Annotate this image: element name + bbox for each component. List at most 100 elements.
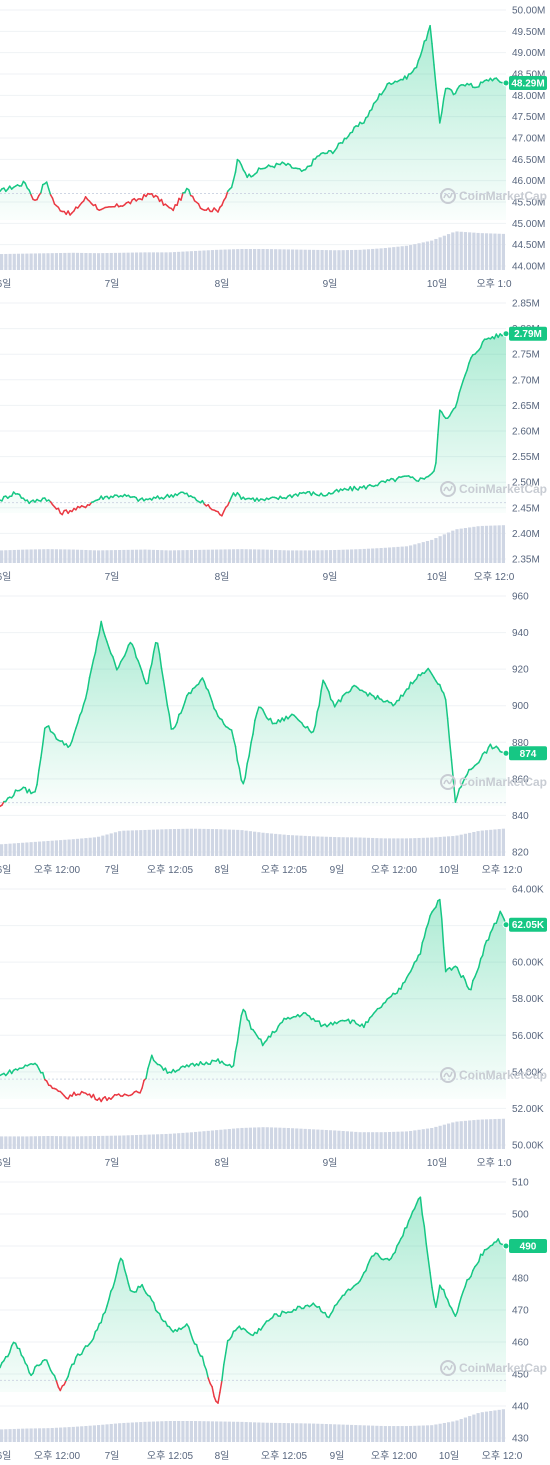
price-line-segment bbox=[460, 1290, 464, 1298]
volume-bar bbox=[387, 1132, 392, 1149]
volume-bar bbox=[404, 838, 409, 856]
volume-bar bbox=[299, 835, 303, 856]
price-line-segment bbox=[75, 722, 79, 730]
price-line-segment bbox=[316, 704, 320, 713]
price-line-segment bbox=[456, 788, 461, 797]
volume-bar bbox=[54, 253, 59, 270]
volume-bar bbox=[446, 836, 451, 856]
volume-bar bbox=[181, 1421, 185, 1442]
volume-bar bbox=[202, 1131, 206, 1149]
price-line-segment bbox=[80, 703, 85, 713]
volume-bar bbox=[261, 249, 265, 270]
volume-bar bbox=[168, 252, 172, 270]
price-chart-4[interactable]: 64.00K62.00K60.00K58.00K56.00K54.00K52.0… bbox=[0, 879, 550, 1172]
current-price-dot bbox=[502, 79, 510, 87]
volume-bar bbox=[206, 549, 210, 563]
volume-bar bbox=[324, 1424, 328, 1442]
price-line-segment bbox=[30, 194, 34, 201]
volume-bar bbox=[0, 550, 4, 563]
price-line-segment bbox=[158, 1312, 163, 1320]
volume-bar bbox=[92, 1425, 96, 1442]
price-line-segment bbox=[112, 656, 116, 664]
price-chart-5[interactable]: 510500490480470460450440430490CoinMarket… bbox=[0, 1172, 550, 1465]
y-tick-label: 47.00M bbox=[512, 134, 545, 145]
current-price-badge bbox=[509, 326, 547, 341]
price-line-segment bbox=[42, 727, 46, 745]
price-line-segment bbox=[476, 966, 480, 973]
volume-bar bbox=[181, 251, 185, 270]
volume-bar bbox=[341, 549, 345, 563]
price-line-segment bbox=[454, 88, 459, 95]
volume-bar bbox=[50, 253, 54, 270]
price-line-segment bbox=[166, 704, 171, 716]
volume-bar bbox=[59, 840, 63, 856]
x-tick-label: 8일 bbox=[215, 571, 230, 583]
price-line-segment bbox=[478, 81, 482, 88]
price-line-segment bbox=[458, 386, 462, 394]
price-line-segment bbox=[180, 192, 184, 201]
price-line-segment bbox=[252, 719, 256, 735]
price-chart-1[interactable]: 50.00M 49.50M 49.00M 48.50M 48.00M 47.50M 47.0… bbox=[0, 0, 550, 293]
current-price-badge bbox=[509, 746, 547, 761]
volume-bar bbox=[497, 1409, 501, 1442]
x-tick-label: 10일 bbox=[427, 1157, 447, 1169]
price-line-segment bbox=[100, 1313, 104, 1324]
volume-bar bbox=[215, 549, 219, 563]
volume-bar bbox=[151, 1421, 156, 1442]
volume-bar bbox=[451, 232, 455, 270]
volume-bar bbox=[480, 1119, 484, 1149]
volume-bar bbox=[278, 834, 282, 856]
price-line-segment bbox=[402, 1227, 406, 1237]
price-area-fill bbox=[0, 899, 506, 1102]
volume-bar bbox=[261, 1127, 265, 1149]
price-line-segment bbox=[133, 648, 137, 659]
volume-bar bbox=[240, 1421, 244, 1442]
price-line-segment bbox=[240, 164, 245, 171]
volume-bar bbox=[409, 1130, 413, 1149]
y-tick-label: 54.00K bbox=[512, 1067, 544, 1078]
x-tick-label: 6일 bbox=[0, 571, 11, 583]
volume-bar bbox=[75, 1426, 80, 1442]
volume-bar bbox=[468, 1120, 472, 1149]
volume-bar bbox=[345, 250, 349, 270]
price-line-segment bbox=[151, 651, 155, 665]
price-line-segment bbox=[398, 694, 402, 702]
price-line-segment bbox=[462, 374, 466, 382]
y-tick-label: 48.50M bbox=[512, 70, 545, 81]
coinmarketcap-watermark: CoinMarketCap bbox=[440, 1360, 547, 1376]
price-line-segment bbox=[188, 1326, 192, 1335]
x-tick-label: 6일 bbox=[0, 278, 11, 290]
volume-bar bbox=[75, 1136, 80, 1149]
price-line-segment bbox=[425, 1242, 429, 1260]
volume-bar bbox=[295, 249, 299, 270]
volume-bar bbox=[425, 241, 430, 270]
volume-bar bbox=[501, 525, 505, 563]
volume-bar bbox=[286, 1423, 290, 1442]
price-line-segment bbox=[454, 795, 459, 803]
volume-bar bbox=[101, 253, 105, 270]
volume-bar bbox=[4, 550, 8, 563]
volume-bar bbox=[59, 549, 63, 563]
price-line-segment bbox=[45, 181, 50, 190]
volume-bar bbox=[434, 538, 438, 563]
volume-bar bbox=[366, 1132, 371, 1149]
price-area-fill bbox=[0, 1197, 506, 1404]
x-tick-label: 10일 bbox=[439, 864, 459, 876]
price-chart-3[interactable]: 960 940 920 900 880 860 840 820 874 CoinMarketCap… bbox=[0, 586, 550, 879]
volume-bar bbox=[497, 829, 501, 856]
volume-bar bbox=[71, 549, 75, 563]
volume-bar bbox=[253, 1422, 257, 1442]
y-tick-label: 46.00M bbox=[512, 176, 545, 187]
price-line-segment bbox=[479, 753, 484, 760]
price-line-segment bbox=[176, 197, 180, 206]
volume-bar bbox=[4, 1429, 8, 1442]
volume-bar bbox=[278, 550, 282, 563]
volume-bar bbox=[143, 252, 147, 270]
volume-bar bbox=[392, 247, 396, 270]
price-line-segment bbox=[421, 936, 426, 944]
volume-bar bbox=[210, 549, 215, 563]
volume-bar bbox=[269, 1127, 274, 1149]
price-chart-2[interactable]: 2.85M2.80M2.75M2.70M2.65M2.60M2.55M2.50M… bbox=[0, 293, 550, 586]
price-line-segment bbox=[470, 1269, 474, 1278]
volume-bar bbox=[219, 1421, 223, 1442]
